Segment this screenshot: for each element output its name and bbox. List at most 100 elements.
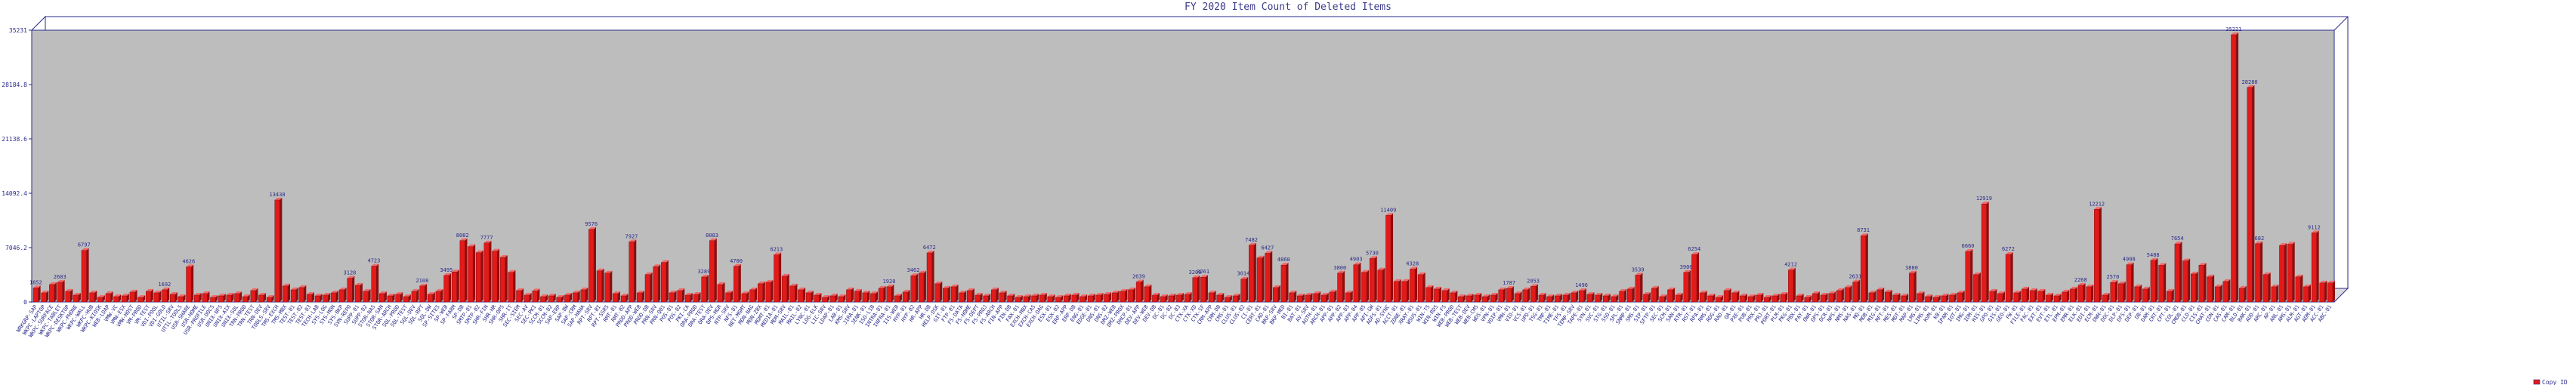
bar-top — [532, 288, 540, 291]
data-label: 7927 — [625, 233, 638, 239]
bar — [1337, 270, 1345, 303]
bar-face — [524, 294, 530, 303]
bar — [242, 294, 250, 303]
bar-side — [70, 288, 73, 302]
bar-side — [964, 290, 967, 302]
bar — [146, 288, 153, 303]
bar-side — [376, 263, 379, 302]
bar — [258, 292, 267, 303]
bar-face — [1586, 294, 1592, 303]
bar — [878, 285, 886, 303]
bar-side — [2083, 282, 2086, 302]
bar-face — [1369, 258, 1375, 303]
bar-top — [1844, 285, 1852, 288]
bar-side — [408, 294, 411, 302]
bar-side — [811, 290, 814, 302]
bar-face — [1289, 292, 1295, 303]
bar-side — [1785, 291, 1788, 302]
bar — [468, 244, 476, 303]
bar — [250, 288, 258, 303]
bar — [371, 263, 379, 303]
frame-edge — [2334, 16, 2349, 31]
bar-face — [338, 289, 344, 303]
bar-face — [1892, 294, 1898, 303]
bar-face — [959, 292, 965, 303]
bar-side — [1157, 292, 1160, 302]
bar-top — [242, 294, 250, 297]
bar-top — [2030, 288, 2037, 291]
bar-side — [585, 287, 588, 302]
bar-face — [73, 294, 79, 303]
bar-top — [49, 282, 57, 285]
bar — [2174, 242, 2182, 303]
bar-side — [779, 252, 782, 302]
bar-side — [2332, 280, 2335, 302]
bar — [653, 264, 661, 303]
bar-face — [1667, 289, 1673, 303]
bar-face — [452, 271, 458, 303]
bar-top — [355, 282, 363, 285]
bar-top — [2295, 274, 2303, 277]
bar-top — [1756, 292, 1764, 295]
bar-face — [2134, 286, 2140, 303]
bar-top — [1700, 290, 1707, 293]
bar-side — [288, 283, 291, 302]
bar — [1039, 292, 1047, 303]
data-label: 1787 — [1503, 280, 1515, 286]
bar-side — [971, 288, 974, 302]
bar — [2118, 281, 2126, 303]
bar-side — [907, 289, 910, 302]
bar-face — [403, 296, 409, 303]
bar-face — [387, 295, 393, 303]
bar-top — [1007, 293, 1015, 296]
data-label: 2603 — [54, 274, 66, 280]
bar-side — [304, 285, 307, 302]
bar-top — [1949, 292, 1957, 295]
bar — [1393, 279, 1401, 303]
bar-face — [1055, 297, 1061, 303]
bar — [452, 270, 459, 303]
bar — [65, 288, 73, 303]
bar-face — [1361, 272, 1367, 303]
bar-top — [202, 291, 210, 294]
bar — [419, 283, 428, 303]
bar — [1313, 291, 1321, 303]
bar-top — [564, 292, 573, 295]
bar-top — [1095, 292, 1104, 295]
bar-face — [854, 291, 860, 303]
bar-side — [1358, 262, 1361, 302]
bar-face — [2022, 288, 2028, 303]
bar-face — [1619, 291, 1625, 303]
bar-face — [717, 284, 723, 303]
bar — [1176, 292, 1184, 303]
bar-face — [580, 289, 586, 303]
bar-top — [1458, 294, 1466, 297]
bar-face — [1812, 293, 1818, 303]
data-label: 6472 — [923, 245, 936, 251]
bar-top — [1707, 293, 1716, 296]
bar-side — [1809, 294, 1812, 302]
bar-top — [1329, 289, 1337, 292]
bar-face — [1232, 295, 1238, 303]
bar-top — [789, 283, 798, 286]
bar-top — [2312, 230, 2319, 233]
bar-face — [1200, 277, 1206, 303]
bar — [1305, 292, 1313, 303]
bar — [532, 288, 540, 303]
bar-top — [669, 290, 677, 293]
bar-side — [1889, 289, 1892, 302]
bar — [798, 287, 806, 303]
bar-side — [1431, 285, 1434, 302]
bar — [829, 293, 838, 303]
bar-face — [2037, 291, 2043, 303]
data-label: 5488 — [2147, 252, 2160, 258]
bar — [1635, 273, 1643, 303]
y-tick-label: 0 — [23, 299, 27, 306]
bar — [2311, 230, 2319, 303]
bar-top — [1450, 290, 1458, 293]
data-label: 1692 — [158, 282, 171, 288]
bar — [1128, 287, 1136, 303]
bar-face — [1723, 290, 1729, 303]
bar-face — [1506, 288, 1512, 303]
bar-side — [923, 270, 926, 302]
